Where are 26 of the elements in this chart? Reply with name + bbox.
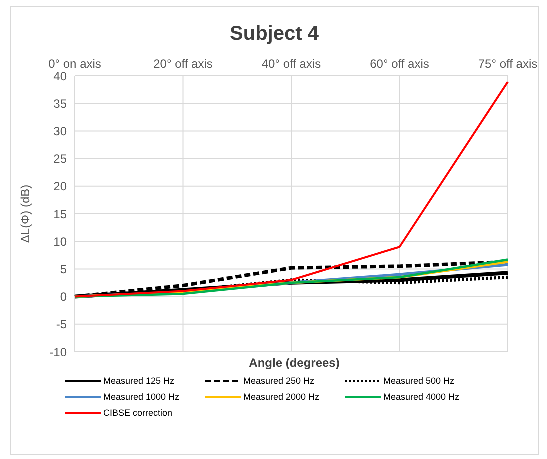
x-axis-title: Angle (degrees) — [249, 356, 340, 370]
legend-label: Measured 125 Hz — [104, 376, 175, 386]
legend-label: Measured 500 Hz — [384, 376, 455, 386]
y-tick-label: 15 — [54, 207, 68, 222]
y-tick-label: 0 — [60, 290, 68, 304]
x-tick-label: 20° off axis — [154, 57, 213, 71]
y-tick-label: -5 — [56, 318, 68, 332]
y-tick-label: 5 — [60, 262, 68, 276]
x-tick-label: 0° on axis — [48, 57, 102, 71]
x-tick-label: 60° off axis — [370, 57, 430, 71]
y-tick-label: 40 — [54, 69, 68, 84]
x-tick-label: 75° off axis — [478, 57, 538, 71]
y-tick-label: -10 — [50, 345, 68, 360]
y-tick-label: 10 — [54, 234, 68, 249]
legend-label: CIBSE correction — [104, 408, 173, 418]
x-tick-label: 40° off axis — [262, 57, 322, 71]
chart-title: Subject 4 — [229, 23, 320, 46]
y-tick-label: 25 — [54, 152, 68, 166]
legend-label: Measured 250 Hz — [244, 376, 315, 386]
legend-label: Measured 1000 Hz — [104, 392, 180, 402]
y-axis-title: ΔL(Φ) (dB) — [18, 184, 32, 244]
legend-label: Measured 2000 Hz — [244, 392, 320, 402]
y-tick-label: 35 — [54, 96, 68, 111]
legend-label: Measured 4000 Hz — [384, 392, 460, 402]
y-tick-label: 20 — [54, 180, 68, 194]
y-tick-label: 30 — [54, 124, 68, 138]
